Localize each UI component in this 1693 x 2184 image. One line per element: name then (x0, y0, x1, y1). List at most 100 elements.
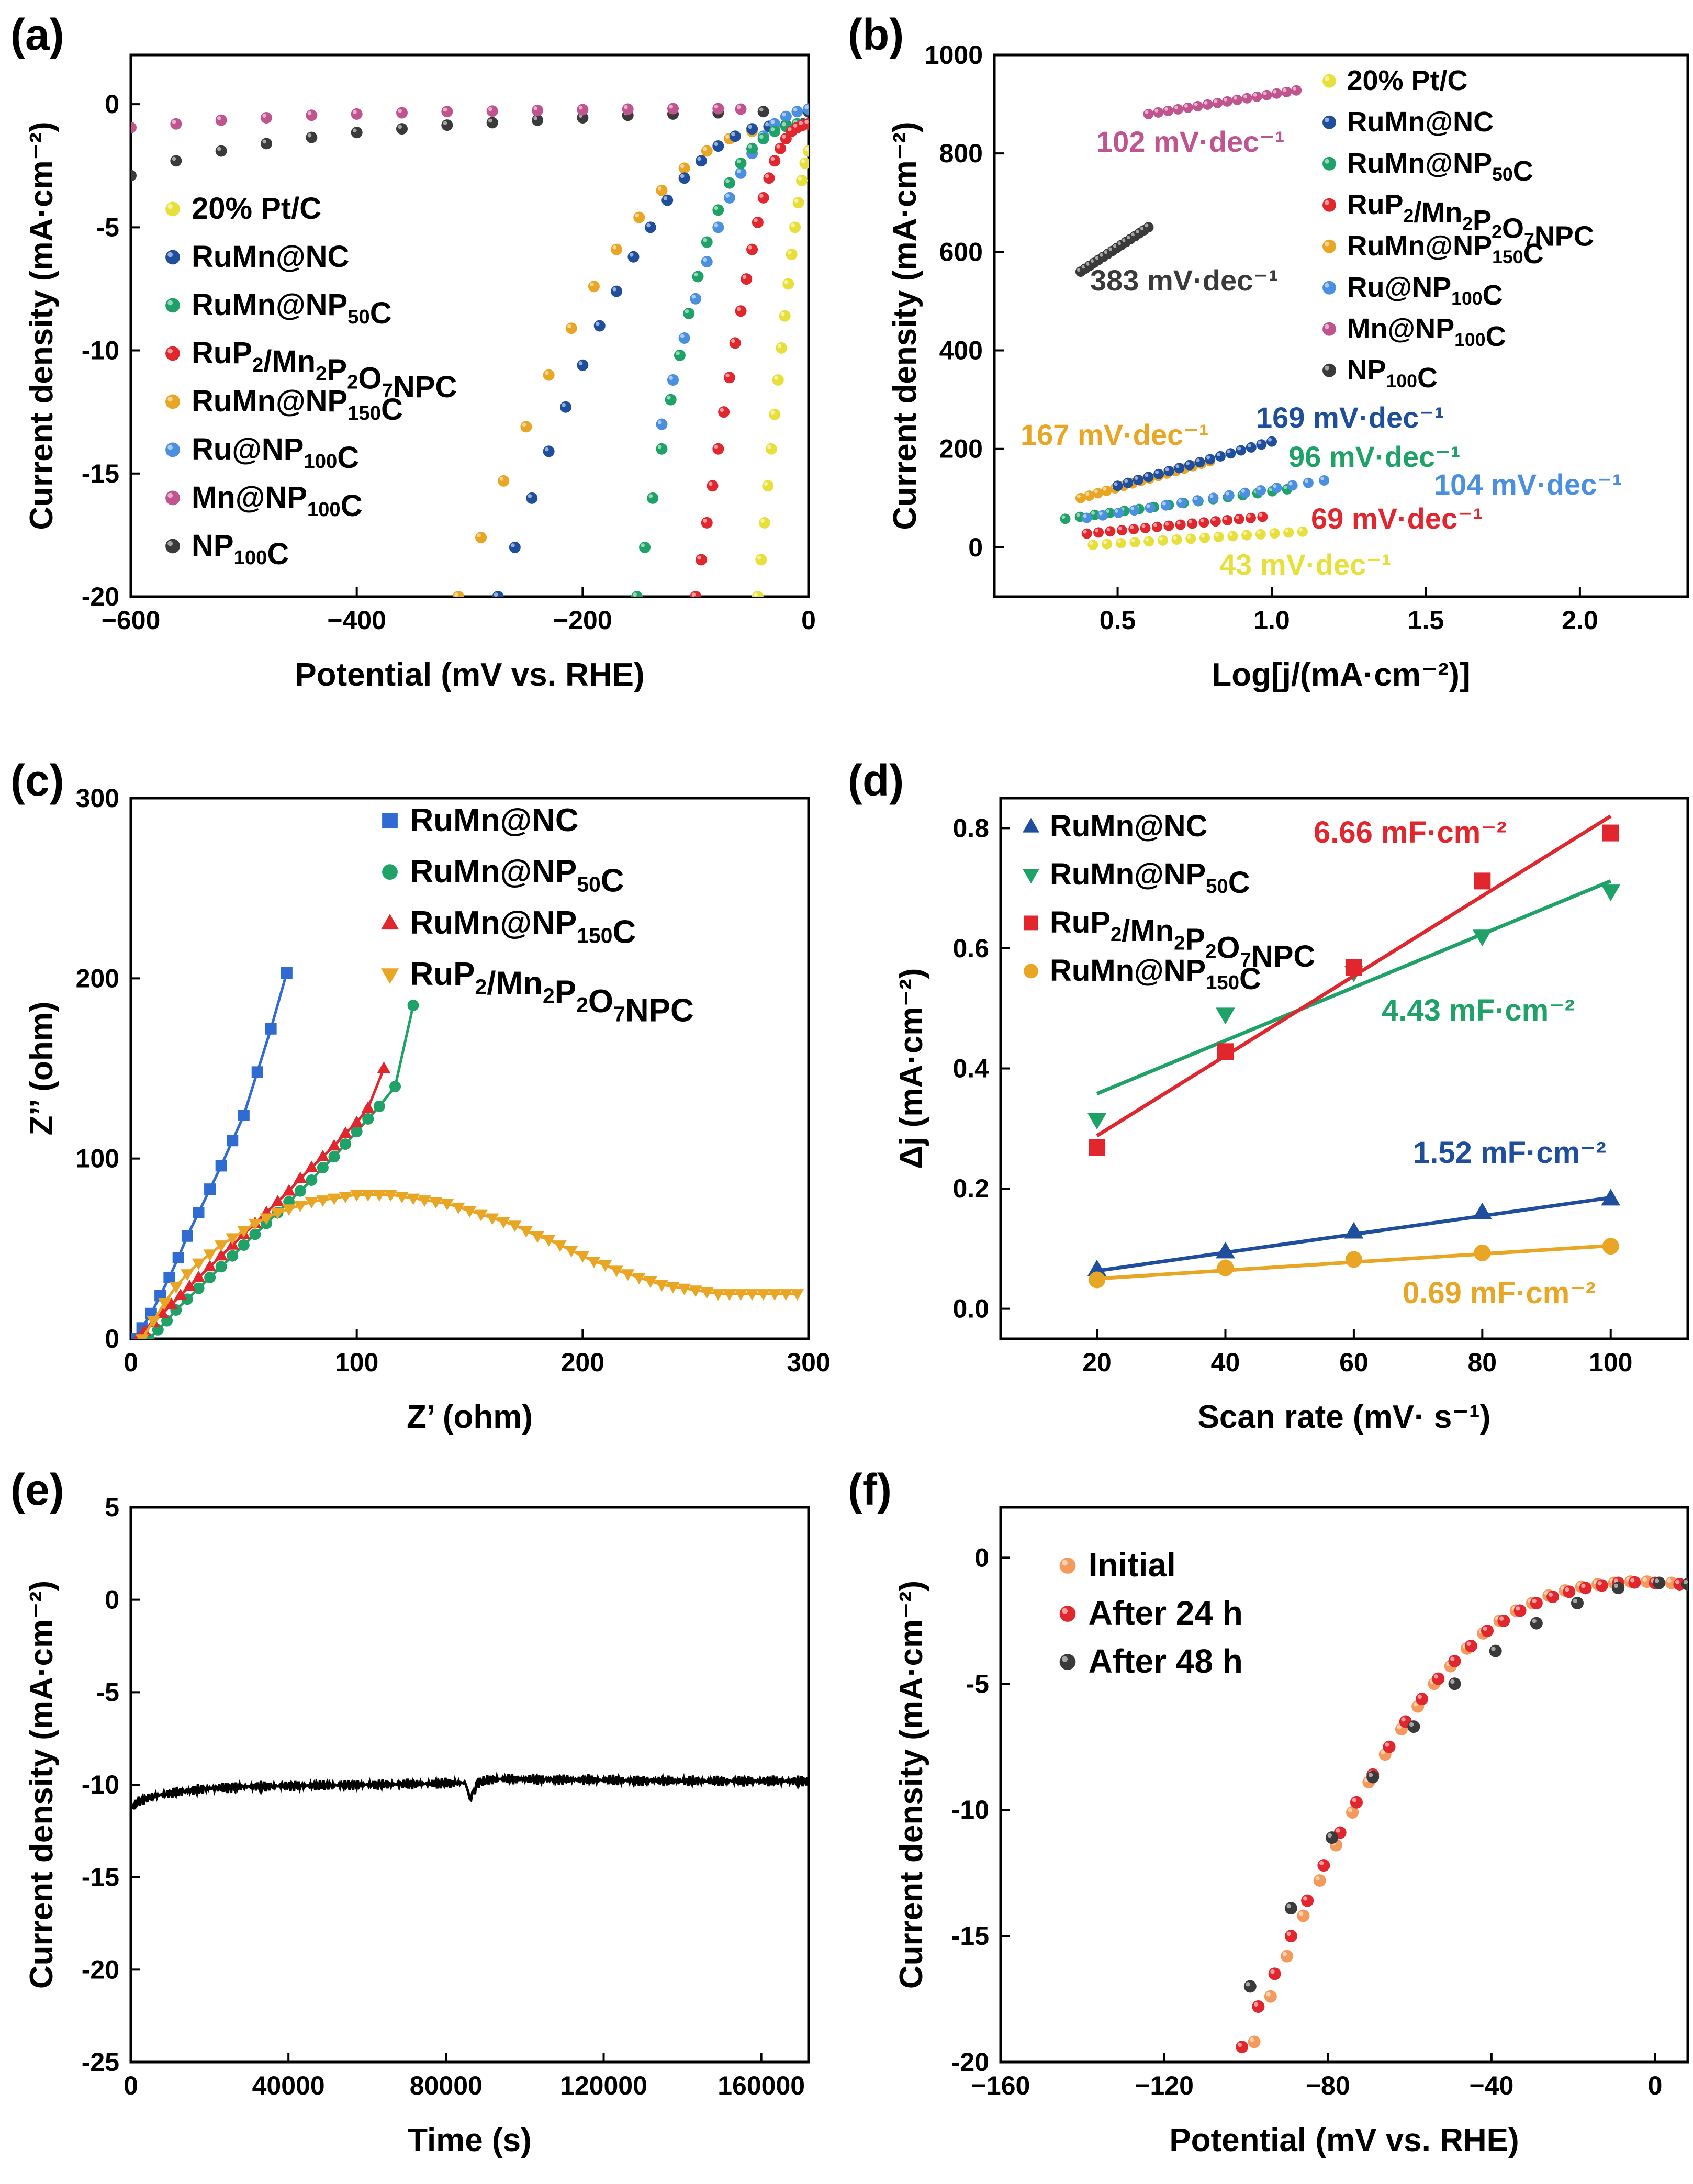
data-point (316, 1150, 330, 1162)
marker-highlight (1062, 1656, 1068, 1662)
data-point (712, 443, 724, 455)
marker-highlight (1324, 324, 1330, 329)
marker-highlight (1077, 268, 1081, 272)
data-point (576, 1251, 589, 1263)
marker-highlight (1253, 2002, 1259, 2007)
data-point (1216, 1007, 1235, 1025)
marker-highlight (167, 300, 173, 306)
legend-marker (165, 250, 180, 265)
data-point (1129, 505, 1140, 516)
data-point (492, 591, 504, 597)
subscript: 150 (347, 402, 381, 424)
data-point (339, 1126, 352, 1138)
text-run: C (1483, 279, 1503, 311)
text-run: C (1239, 962, 1261, 996)
text-run: /Mn (1414, 197, 1462, 228)
text-run: O (1216, 931, 1240, 965)
subscript: 2 (1462, 213, 1473, 234)
text-run: RuP (410, 956, 475, 992)
data-point (695, 554, 707, 566)
marker-highlight (352, 128, 357, 133)
marker-highlight (1091, 511, 1095, 515)
y-tick-label: 0.6 (952, 934, 989, 963)
marker-highlight (685, 309, 689, 313)
data-point (395, 1192, 409, 1204)
data-point (248, 1218, 262, 1230)
data-point (1595, 1579, 1608, 1592)
data-point (305, 1160, 318, 1172)
y-tick-label: -15 (82, 1863, 119, 1892)
data-point (1255, 485, 1266, 496)
plot-frame (129, 797, 810, 1340)
y-tick-label: 0.4 (952, 1054, 989, 1083)
data-point (1143, 536, 1154, 547)
text-run: RuMn@NC (192, 240, 349, 274)
data-point (1216, 1241, 1235, 1259)
marker-highlight (1336, 1828, 1340, 1833)
text-run: RuMn@NC (1347, 106, 1494, 138)
marker-highlight (703, 238, 707, 242)
data-point (1222, 514, 1233, 525)
data-point (741, 273, 753, 285)
marker-highlight (1131, 232, 1135, 237)
data-point (1163, 466, 1174, 477)
marker-highlight (1081, 265, 1085, 269)
marker-highlight (1176, 521, 1181, 525)
data-point (723, 372, 735, 384)
panel-b: (b) 0.5 1.0 1.5 2.0 0 200 400 600 800 1000 Log[j/(m… (848, 10, 1689, 693)
text-run: P (1473, 205, 1492, 236)
data-point (508, 1220, 522, 1233)
fit-line (137, 1068, 385, 1339)
data-point (327, 1139, 341, 1151)
data-point (361, 1101, 375, 1113)
marker-highlight (167, 492, 173, 498)
y-axis-label: Current density (mA·cm⁻²) (24, 1581, 60, 1989)
marker-highlight (669, 104, 673, 109)
text-run: P (327, 353, 347, 387)
data-point (735, 305, 747, 317)
data-point (1151, 521, 1162, 532)
text-run: C (381, 393, 403, 427)
data-point (598, 1260, 612, 1272)
x-tick-label: 0 (1648, 2071, 1663, 2100)
marker-highlight (217, 147, 221, 151)
subscript: 2 (316, 362, 327, 385)
data-point (1212, 97, 1223, 108)
data-point (1143, 222, 1154, 233)
text-run: P (555, 975, 576, 1011)
panel-label: (f) (848, 1465, 892, 1514)
y-axis-label: Current density (mA·cm⁻²) (24, 121, 60, 530)
data-point (249, 1228, 261, 1240)
marker-highlight (1270, 1969, 1275, 1974)
marker-highlight (1532, 1598, 1537, 1604)
data-point (779, 310, 791, 322)
y-tick-label: 200 (76, 964, 119, 993)
data-point (1208, 492, 1219, 503)
marker-highlight (794, 198, 799, 203)
legend-marker (165, 539, 180, 554)
marker-highlight (748, 125, 753, 129)
marker-highlight (669, 376, 673, 380)
marker-highlight (1413, 1702, 1418, 1707)
data-point (131, 170, 137, 182)
data-point (389, 1080, 401, 1092)
marker-highlight (770, 410, 775, 415)
panel-f: (f) −160 −120 −80 −40 0 0 -5 -10 -15 -20 Potential … (848, 1465, 1689, 2158)
marker-highlight (1286, 1931, 1291, 1936)
marker-highlight (1282, 1952, 1287, 1956)
data-point (763, 172, 775, 184)
marker-highlight (1159, 536, 1163, 541)
data-point (1366, 1771, 1380, 1784)
legend-label: RuMn@NP50C (192, 288, 392, 330)
data-point (1579, 1582, 1592, 1595)
data-point (1182, 102, 1193, 113)
data-point (712, 103, 724, 115)
data-point (158, 1298, 172, 1310)
data-point (215, 1240, 228, 1252)
text-run: NPC (625, 992, 694, 1028)
marker-highlight (736, 159, 741, 163)
data-point (1287, 480, 1298, 491)
data-point (170, 118, 182, 130)
marker-highlight (1185, 461, 1190, 465)
